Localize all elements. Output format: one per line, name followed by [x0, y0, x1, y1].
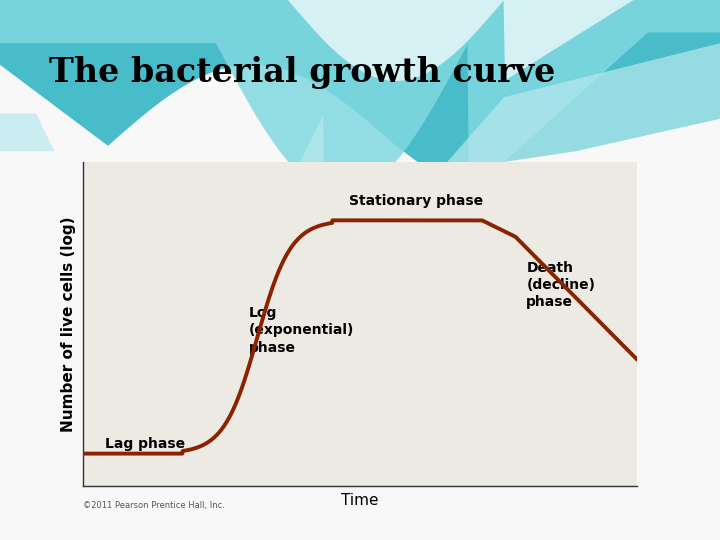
Text: ©2011 Pearson Prentice Hall, Inc.: ©2011 Pearson Prentice Hall, Inc.	[83, 501, 225, 510]
Text: Lag phase: Lag phase	[105, 437, 185, 451]
Polygon shape	[0, 43, 720, 540]
Polygon shape	[0, 119, 720, 540]
Y-axis label: Number of live cells (log): Number of live cells (log)	[61, 216, 76, 432]
Text: The bacterial growth curve: The bacterial growth curve	[49, 56, 556, 90]
Text: Stationary phase: Stationary phase	[349, 194, 483, 208]
Text: Death
(decline)
phase: Death (decline) phase	[526, 261, 595, 309]
Polygon shape	[0, 0, 720, 194]
Polygon shape	[0, 0, 720, 81]
Polygon shape	[0, 0, 720, 308]
X-axis label: Time: Time	[341, 493, 379, 508]
Text: Log
(exponential)
phase: Log (exponential) phase	[249, 306, 354, 355]
